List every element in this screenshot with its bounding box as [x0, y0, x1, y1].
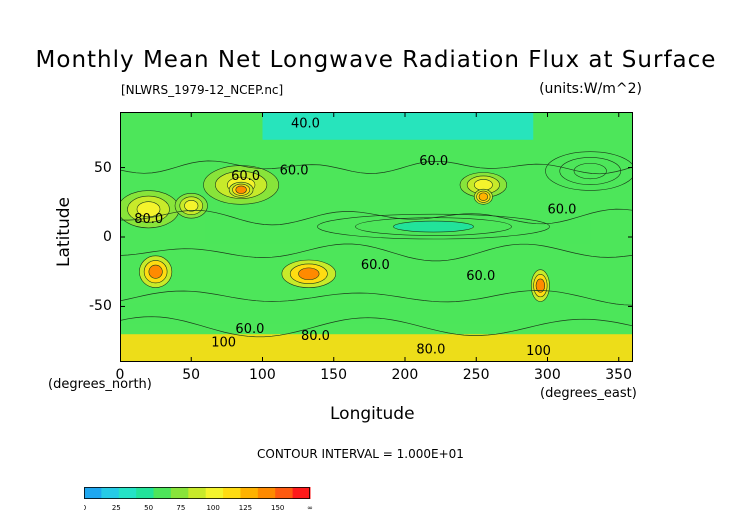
y-tick-label: 0 — [103, 229, 112, 245]
colorbar-tick-label: 125 — [239, 504, 252, 512]
contour-label: 80.0 — [301, 329, 330, 344]
region-north-atlantic-band — [545, 151, 633, 191]
contour-interval-label: CONTOUR INTERVAL = 1.000E+01 — [257, 447, 464, 461]
region-arctic-cold-spots — [262, 112, 534, 140]
region-tibet — [228, 181, 254, 198]
x-tick-label: 100 — [249, 367, 276, 383]
contour-label: 60.0 — [419, 154, 448, 169]
colorbar-swatch — [153, 487, 172, 499]
colorbar-tick-label: 50 — [144, 504, 153, 512]
colorbar-swatch — [205, 487, 224, 499]
colorbar-swatch — [223, 487, 241, 499]
contour-line — [120, 243, 633, 262]
region-mexico — [473, 188, 493, 205]
x-tick-label: 150 — [320, 367, 347, 383]
y-axis-label: Latitude — [54, 197, 74, 267]
region-southern-africa — [139, 255, 173, 288]
region-australia — [281, 259, 337, 288]
region-tropical-band-2 — [317, 213, 550, 240]
file-label: [NLWRS_1979-12_NCEP.nc] — [121, 83, 284, 97]
contour-label: 60.0 — [231, 169, 260, 184]
region-north-america — [459, 172, 508, 198]
region-southern-ocean-band — [120, 303, 633, 324]
contour-label: 60.0 — [466, 269, 495, 284]
colorbar-swatch — [240, 487, 259, 499]
contour-label: 60.0 — [235, 322, 264, 337]
contour-line — [120, 290, 633, 306]
x-unit-label: (degrees_east) — [540, 386, 637, 401]
colorbar-swatch — [84, 487, 102, 499]
y-tick-label: -50 — [89, 298, 112, 315]
colorbar-tick-label: ∞ — [307, 504, 313, 512]
colorbar-swatch — [188, 487, 207, 499]
colorbar-swatch — [101, 487, 120, 499]
colorbar-frame — [84, 487, 310, 499]
contour-label: 80.0 — [134, 212, 163, 227]
contour-line — [120, 316, 633, 338]
colorbar-tick-label: 100 — [206, 504, 219, 512]
colorbar-tick-label: 25 — [112, 504, 121, 512]
colorbar-tick-label: 0 — [84, 504, 86, 512]
contour-label: 100 — [211, 336, 236, 351]
colorbar: 0 25 50 75 100 125 150 ∞ — [84, 487, 313, 512]
x-tick-label: 250 — [462, 367, 490, 383]
region-arabia — [174, 193, 208, 219]
y-tick-label: 50 — [94, 159, 112, 176]
colorbar-tick-label: 150 — [271, 504, 284, 512]
region-antarctica — [120, 334, 633, 362]
contour-label: 40.0 — [291, 116, 320, 131]
contour-line — [120, 160, 633, 175]
x-tick-label: 350 — [605, 367, 632, 383]
units-label: (units:W/m^2) — [539, 81, 642, 97]
colorbar-swatch — [257, 487, 276, 499]
contour-label: 60.0 — [361, 258, 390, 273]
chart-title: Monthly Mean Net Longwave Radiation Flux… — [35, 47, 717, 73]
colorbar-swatch — [170, 487, 189, 499]
contour-label: 60.0 — [548, 202, 577, 217]
x-axis-label: Longitude — [330, 404, 415, 424]
contour-label: 80.0 — [416, 343, 445, 358]
contour-line — [120, 208, 633, 226]
x-tick-label: 50 — [182, 367, 201, 383]
contour-label: 100 — [526, 344, 551, 359]
colorbar-swatch — [136, 487, 155, 499]
x-tick-label: 200 — [391, 367, 419, 383]
y-unit-label: (degrees_north) — [48, 377, 152, 392]
colorbar-tick-label: 75 — [176, 504, 185, 512]
colorbar-swatch — [118, 487, 137, 499]
region-south-america — [530, 269, 550, 302]
colorbar-swatch — [275, 487, 294, 499]
x-tick-label: 0 — [115, 367, 125, 383]
colorbar-swatch — [292, 487, 311, 499]
contour-label: 60.0 — [280, 164, 309, 179]
x-tick-label: 300 — [534, 367, 561, 383]
